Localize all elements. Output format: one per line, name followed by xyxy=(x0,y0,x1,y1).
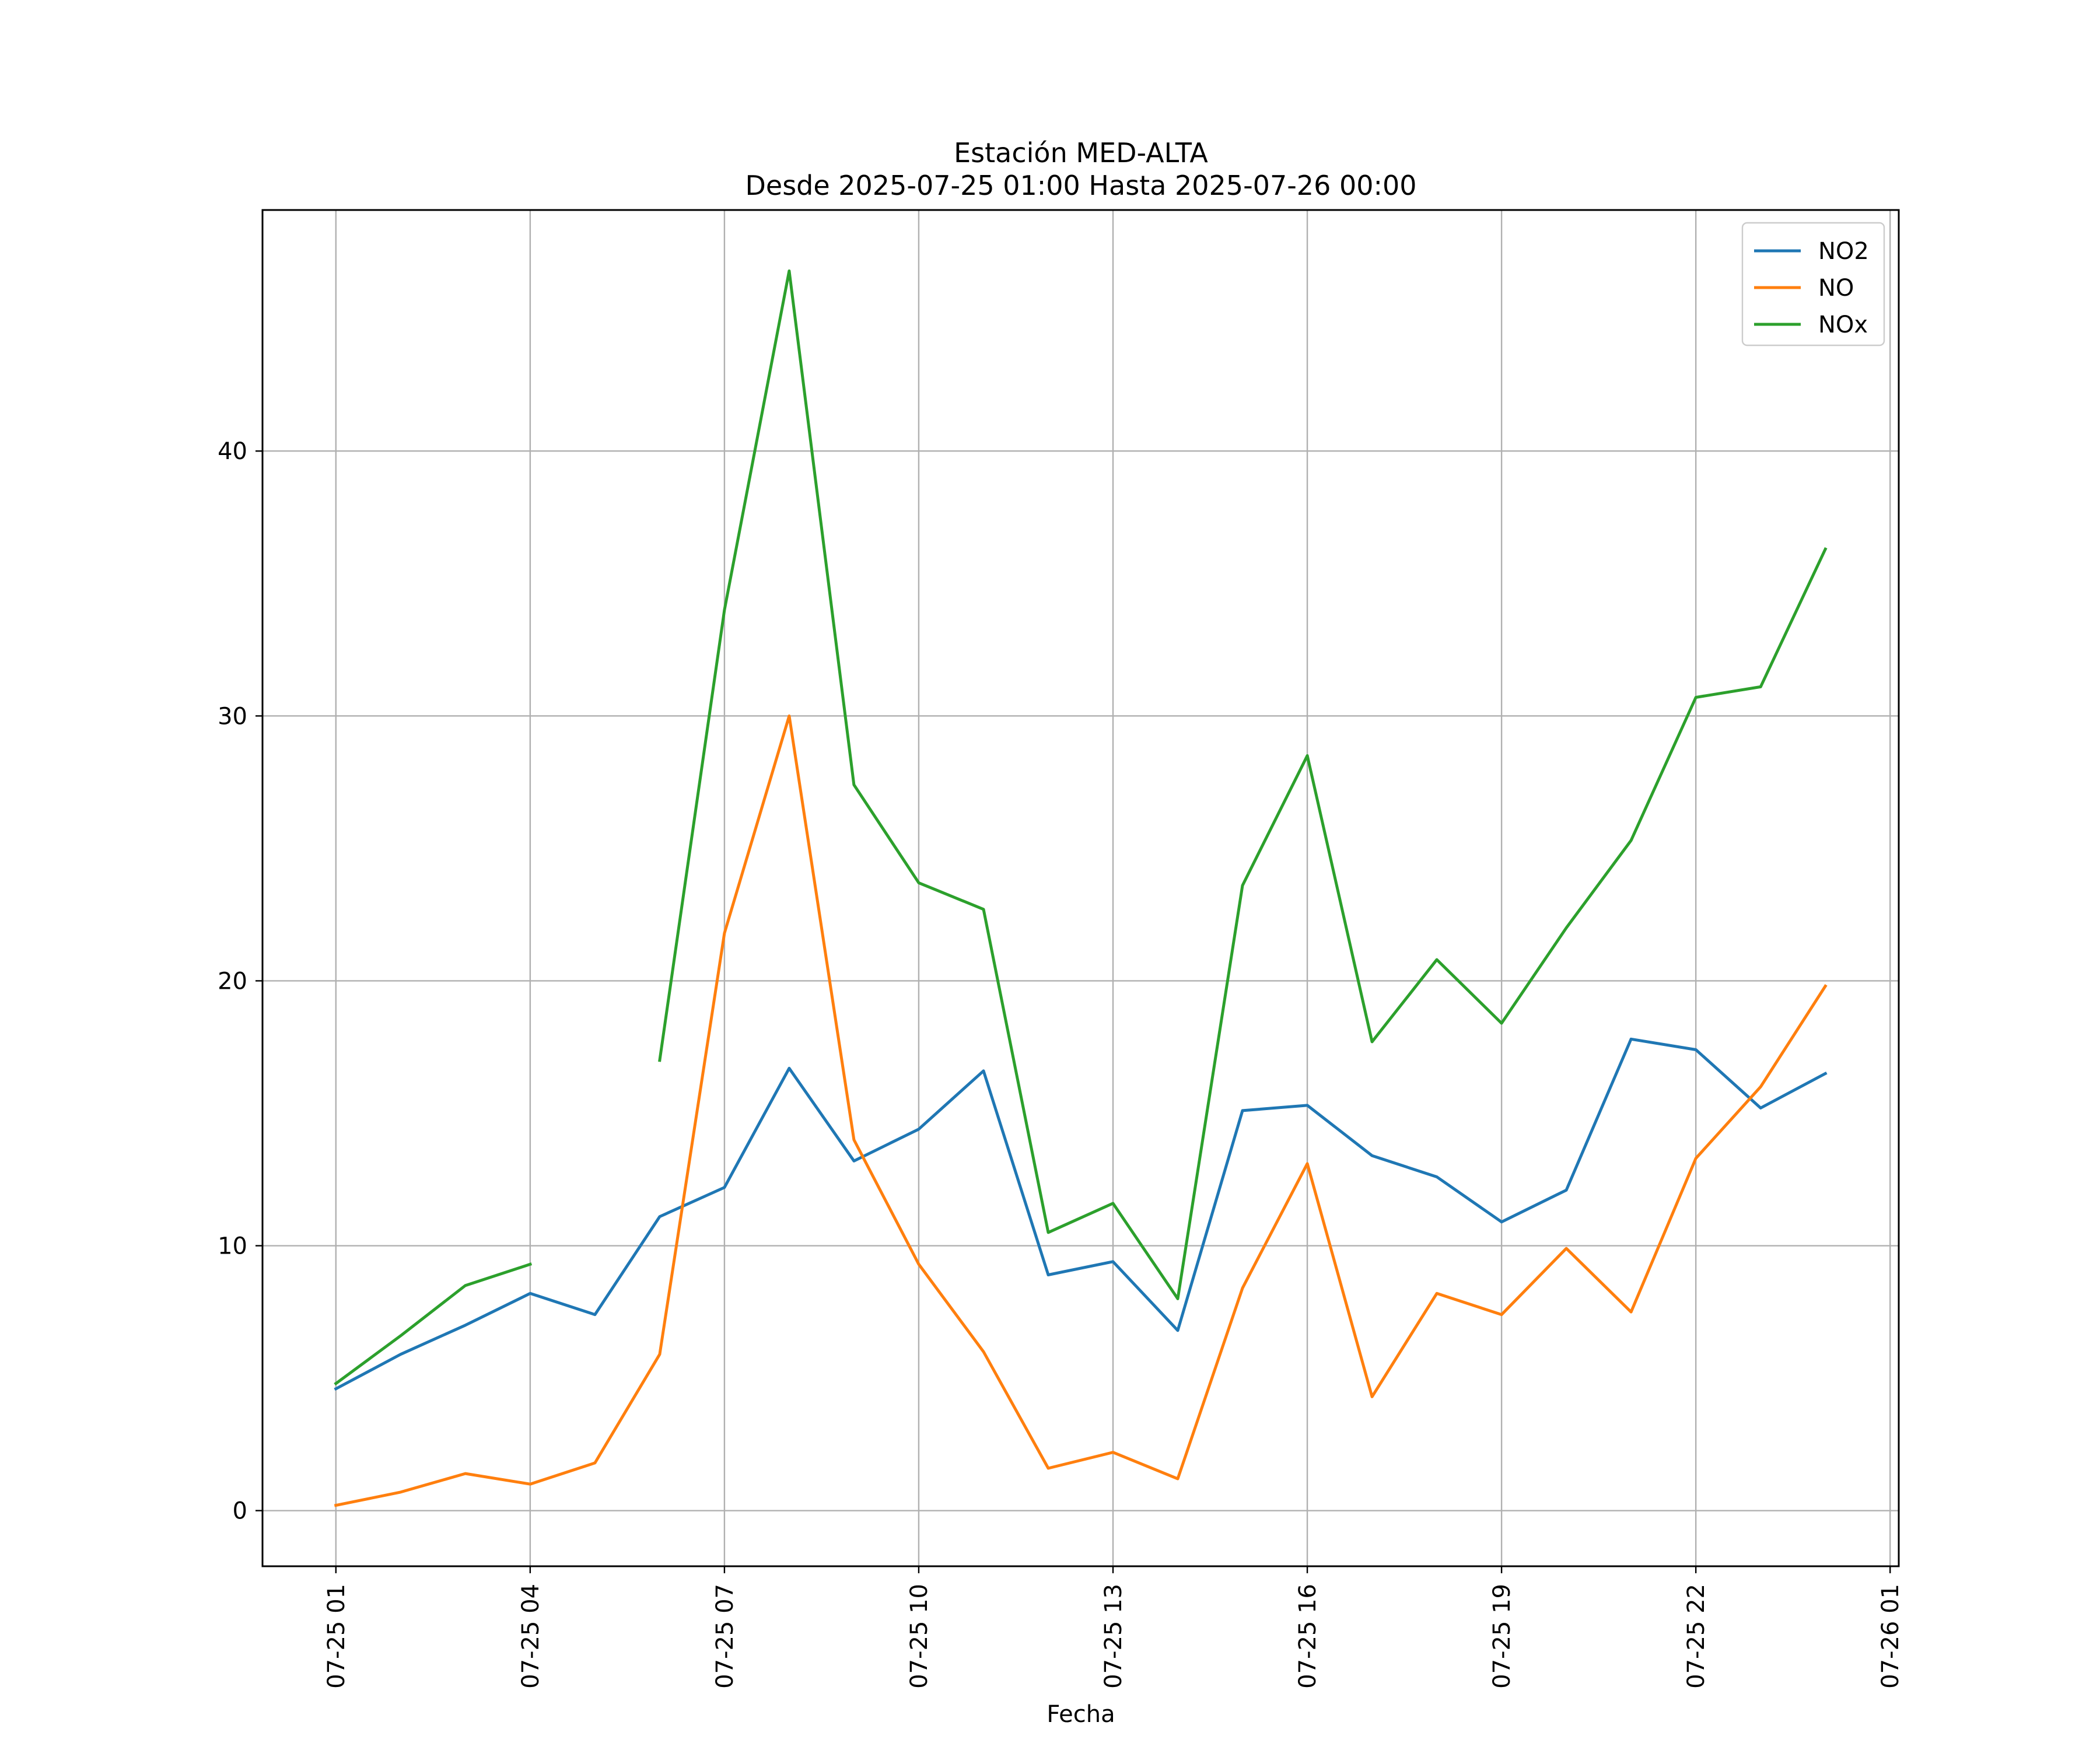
y-tick-label: 0 xyxy=(233,1498,247,1525)
legend-label-nox: NOx xyxy=(1818,312,1868,338)
x-tick-label: 07-26 01 xyxy=(1877,1584,1904,1689)
plot-frame xyxy=(261,209,1900,1567)
y-tick-label: 40 xyxy=(218,438,247,465)
grid xyxy=(262,210,1899,1566)
series-lines xyxy=(334,269,1828,1507)
legend-label-no2: NO2 xyxy=(1818,238,1869,265)
y-tick-label: 20 xyxy=(218,968,247,995)
x-tick-label: 07-25 04 xyxy=(517,1584,544,1689)
chart-title: Estación MED-ALTA xyxy=(954,137,1208,169)
x-tick-label: 07-25 13 xyxy=(1100,1584,1127,1689)
y-tick-label: 10 xyxy=(218,1233,247,1260)
series-line-nox xyxy=(334,1262,533,1386)
x-axis-label: Fecha xyxy=(1046,1701,1115,1728)
legend: NO2 NO NOx xyxy=(1741,222,1885,346)
y-tick-label: 30 xyxy=(218,703,247,730)
legend-label-no: NO xyxy=(1818,275,1854,302)
legend-box xyxy=(1741,222,1885,346)
chart-subtitle: Desde 2025-07-25 01:00 Hasta 2025-07-26 … xyxy=(745,170,1416,201)
x-tick-label: 07-25 19 xyxy=(1489,1584,1516,1689)
x-tick-label: 07-25 10 xyxy=(906,1584,933,1689)
series-line-no2 xyxy=(334,1037,1828,1391)
series-line-nox xyxy=(658,269,1828,1300)
x-tick-label: 07-25 16 xyxy=(1294,1584,1321,1689)
series-line-no xyxy=(334,714,1828,1507)
x-tick-label: 07-25 01 xyxy=(323,1584,350,1689)
y-axis: 0 10 20 30 40 xyxy=(218,438,262,1525)
x-tick-label: 07-25 07 xyxy=(712,1584,738,1689)
x-axis: 07-25 01 07-25 04 07-25 07 07-25 10 07-25 13… xyxy=(323,1566,1904,1689)
x-tick-label: 07-25 22 xyxy=(1683,1584,1710,1689)
